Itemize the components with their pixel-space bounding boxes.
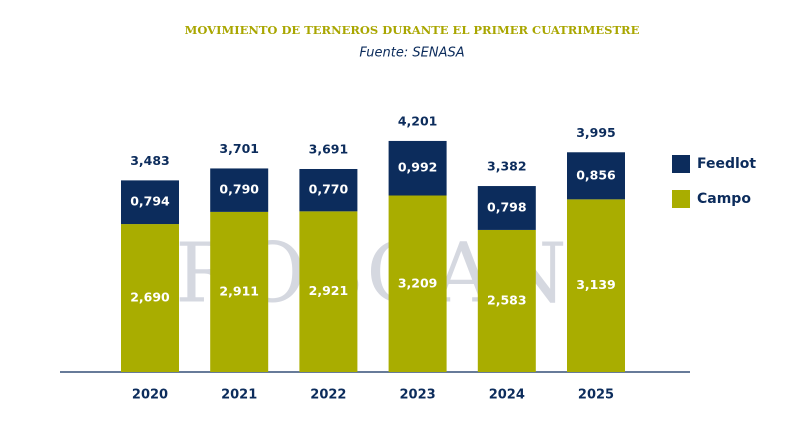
segment-label: 0,856 bbox=[576, 167, 616, 182]
legend-label: Feedlot bbox=[697, 156, 756, 172]
total-label: 3,382 bbox=[487, 159, 527, 174]
x-tick-label: 2024 bbox=[489, 388, 525, 403]
segment-label: 2,921 bbox=[309, 283, 349, 298]
segment-label: 0,790 bbox=[219, 182, 259, 197]
bar-segment bbox=[121, 224, 179, 372]
bar-segment bbox=[210, 211, 269, 372]
chart-subtitle: Fuente: SENASA bbox=[359, 46, 464, 61]
chart-title: MOVIMIENTO DE TERNEROS DURANTE EL PRIMER… bbox=[185, 23, 640, 37]
bar-segment bbox=[388, 195, 447, 372]
bar-segment bbox=[567, 199, 625, 372]
segment-label: 0,770 bbox=[309, 182, 349, 197]
legend-swatch bbox=[672, 190, 690, 208]
total-label: 4,201 bbox=[398, 113, 438, 128]
legend-swatch bbox=[672, 155, 690, 173]
bar-segment bbox=[567, 152, 625, 200]
bar-segment bbox=[121, 180, 179, 225]
bar-segment bbox=[299, 168, 358, 212]
x-tick-label: 2020 bbox=[132, 388, 168, 403]
total-label: 3,995 bbox=[576, 125, 616, 140]
bar-segment bbox=[210, 168, 269, 212]
segment-label: 0,794 bbox=[130, 194, 170, 209]
total-label: 3,701 bbox=[219, 141, 259, 156]
segment-label: 2,690 bbox=[130, 290, 170, 305]
total-label: 3,691 bbox=[309, 141, 349, 156]
legend-label: Campo bbox=[697, 191, 751, 207]
total-label: 3,483 bbox=[130, 153, 170, 168]
bar-segment bbox=[299, 211, 358, 372]
segment-label: 0,798 bbox=[487, 199, 527, 214]
segment-label: 2,911 bbox=[219, 283, 259, 298]
bar-segment bbox=[477, 229, 536, 372]
bar-segment bbox=[477, 186, 536, 230]
segment-label: 3,209 bbox=[398, 275, 438, 290]
x-tick-label: 2025 bbox=[578, 388, 614, 403]
segment-label: 2,583 bbox=[487, 292, 527, 307]
x-tick-label: 2022 bbox=[310, 388, 346, 403]
segment-label: 3,139 bbox=[576, 277, 616, 292]
x-tick-label: 2023 bbox=[400, 388, 436, 403]
segment-label: 0,992 bbox=[398, 160, 438, 175]
x-tick-label: 2021 bbox=[221, 388, 257, 403]
bar-segment bbox=[388, 140, 447, 196]
